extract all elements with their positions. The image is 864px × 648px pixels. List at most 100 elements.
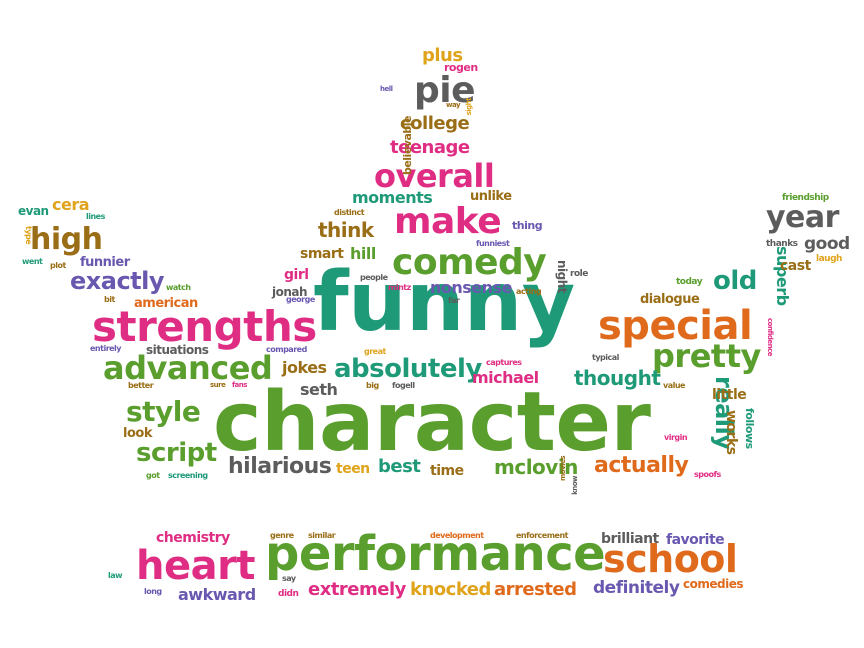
word-make: make — [394, 201, 502, 242]
word-year: year — [766, 200, 839, 235]
word-plot: plot — [50, 261, 66, 270]
word-plus: plus — [422, 45, 463, 66]
word-teenage: teenage — [390, 137, 470, 158]
word-jokes: jokes — [282, 358, 327, 377]
word-watch: watch — [166, 283, 191, 292]
word-comedies: comedies — [683, 577, 743, 591]
word-absolutely: absolutely — [334, 354, 482, 384]
word-today: today — [676, 277, 703, 287]
word-cast: cast — [780, 258, 811, 274]
word-night: night — [555, 260, 569, 294]
word-type: type — [24, 226, 33, 245]
word-style: style — [126, 395, 201, 428]
word-teen: teen — [336, 461, 370, 477]
word-screening: screening — [168, 471, 208, 480]
word-mclovin: mclovin — [494, 455, 578, 479]
word-moments: moments — [352, 188, 433, 207]
word-got: got — [146, 471, 160, 480]
word-funny: funny — [313, 255, 575, 350]
word-time: time — [430, 463, 464, 479]
word-confidence: confidence — [766, 318, 774, 357]
word-knocked: knocked — [410, 579, 491, 600]
word-mintz: mintz — [388, 283, 411, 292]
word-jonah: jonah — [272, 285, 308, 299]
word-enforcement: enforcement — [516, 531, 569, 540]
word-favorite: favorite — [666, 532, 725, 548]
word-great: great — [364, 347, 386, 356]
word-character: character — [213, 375, 651, 470]
word-similar: similar — [308, 531, 336, 540]
word-sight: sight — [465, 98, 473, 116]
word-pie: pie — [414, 70, 476, 111]
word-extremely: extremely — [308, 579, 406, 600]
word-old: old — [713, 266, 757, 296]
word-situations: situations — [146, 343, 209, 357]
word-didn: didn — [278, 589, 299, 599]
word-typical: typical — [592, 353, 619, 362]
word-nonsense: nonsense — [430, 278, 512, 297]
word-overall: overall — [374, 157, 495, 195]
word-superb: superb — [773, 246, 792, 306]
word-follows: follows — [743, 408, 756, 449]
word-entirely: entirely — [90, 344, 122, 353]
word-heart: heart — [136, 543, 255, 589]
word-fogell: fogell — [392, 381, 415, 390]
word-hilarious: hilarious — [228, 454, 332, 479]
word-believable: believable — [401, 116, 414, 176]
word-sure: sure — [210, 381, 226, 389]
word-arrested: arrested — [494, 579, 577, 600]
word-cera: cera — [52, 195, 90, 214]
word-works: works — [723, 410, 739, 455]
word-genre: genre — [270, 531, 294, 540]
word-comedy: comedy — [392, 242, 547, 283]
word-law: law — [108, 571, 123, 580]
word-best: best — [378, 456, 421, 477]
word-smart: smart — [300, 246, 344, 262]
word-better: better — [128, 381, 154, 390]
word-unlike: unlike — [470, 189, 512, 204]
word-college: college — [400, 113, 470, 134]
word-strengths: strengths — [92, 302, 317, 351]
word-good: good — [804, 234, 850, 254]
word-pretty: pretty — [652, 337, 761, 375]
word-funnier: funnier — [80, 255, 130, 270]
word-lines: lines — [86, 212, 105, 221]
word-value: value — [663, 381, 685, 390]
word-funniest: funniest — [476, 239, 510, 248]
word-far: far — [448, 296, 460, 305]
word-way: way — [446, 101, 461, 109]
word-think: think — [318, 218, 374, 242]
word-school: school — [603, 537, 738, 581]
word-script: script — [136, 438, 217, 468]
word-george: george — [286, 295, 315, 304]
word-little: little — [712, 387, 747, 403]
word-people: people — [360, 273, 388, 282]
word-compared: compared — [266, 345, 307, 354]
word-long: long — [144, 587, 162, 596]
word-laugh: laugh — [816, 254, 842, 264]
word-high: high — [30, 222, 103, 257]
word-big: big — [366, 381, 379, 390]
word-hill: hill — [350, 244, 376, 263]
word-advanced: advanced — [103, 349, 273, 387]
word-know: know — [571, 476, 579, 495]
word-american: american — [134, 296, 198, 311]
word-definitely: definitely — [593, 578, 680, 598]
word-distinct: distinct — [334, 208, 365, 217]
word-michael: michael — [472, 368, 539, 387]
word-look: look — [123, 426, 152, 441]
word-fans: fans — [232, 381, 247, 389]
word-friendship: friendship — [782, 193, 829, 203]
word-performance: performance — [265, 526, 606, 582]
word-seth: seth — [300, 380, 338, 399]
word-thing: thing — [512, 219, 543, 232]
word-role: role — [570, 269, 588, 279]
word-hell: hell — [380, 85, 393, 93]
word-girl: girl — [284, 267, 309, 283]
word-spoofs: spoofs — [694, 470, 721, 479]
word-awkward: awkward — [178, 585, 256, 604]
word-development: development — [430, 531, 484, 540]
word-dialogue: dialogue — [640, 292, 700, 307]
word-thought: thought — [574, 366, 661, 390]
